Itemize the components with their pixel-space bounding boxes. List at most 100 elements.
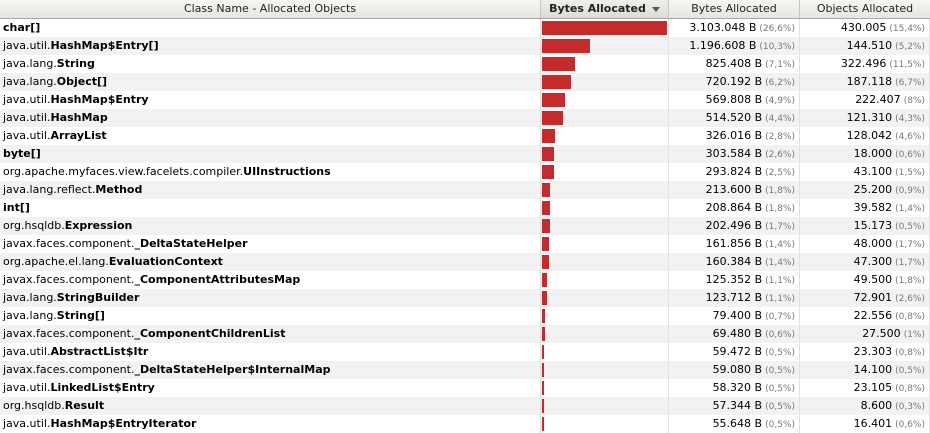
class-name: _DeltaStateHelper$InternalMap (134, 363, 331, 376)
table-row[interactable]: java.lang.String[] 79.400 B (0,7%) 22.556 (0… (0, 307, 930, 325)
objects-value: 8.600 (860, 399, 893, 412)
objects-percent: (8%) (903, 96, 925, 106)
class-name: _ComponentChildrenList (134, 327, 286, 340)
table-row[interactable]: javax.faces.component._ComponentAttribut… (0, 271, 930, 289)
class-name-cell: java.lang.reflect.Method (0, 181, 541, 199)
objects-percent: (4,6%) (895, 132, 925, 142)
class-name: byte[] (3, 147, 41, 160)
bytes-value: 123.712 B (705, 291, 763, 304)
class-name-cell: java.lang.Object[] (0, 73, 541, 91)
bytes-bar (542, 183, 550, 197)
objects-allocated-cell: 128.042 (4,6%) (800, 127, 930, 145)
table-row[interactable]: java.util.HashMap$Entry[] 1.196.608 B (10,… (0, 37, 930, 55)
bytes-allocated-cell: 569.808 B (4,9%) (669, 91, 800, 109)
table-row[interactable]: java.lang.reflect.Method 213.600 B (1,8%) 2… (0, 181, 930, 199)
table-row[interactable]: org.hsqldb.Result 57.344 B (0,5%) 8.600 (0,3… (0, 397, 930, 415)
objects-percent: (1,4%) (895, 204, 925, 214)
class-name-cell: java.util.AbstractList$Itr (0, 343, 541, 361)
bytes-percent: (1,8%) (765, 186, 795, 196)
bytes-percent: (4,9%) (765, 96, 795, 106)
bytes-allocated-cell: 123.712 B (1,1%) (669, 289, 800, 307)
bytes-allocated-cell: 326.016 B (2,8%) (669, 127, 800, 145)
table-row[interactable]: javax.faces.component._ComponentChildren… (0, 325, 930, 343)
bytes-bar (542, 345, 544, 359)
bytes-allocated-cell: 160.384 B (1,4%) (669, 253, 800, 271)
class-name: _ComponentAttributesMap (134, 273, 301, 286)
objects-allocated-cell: 49.500 (1,8%) (800, 271, 930, 289)
bytes-value: 161.856 B (705, 237, 763, 250)
package-name: org.hsqldb. (3, 399, 65, 412)
table-row[interactable]: byte[] 303.584 B (2,6%) 18.000 (0,6%) (0, 145, 930, 163)
table-row[interactable]: int[] 208.864 B (1,8%) 39.582 (1,4%) (0, 199, 930, 217)
bytes-bar-cell (541, 73, 669, 91)
table-row[interactable]: java.lang.StringBuilder 123.712 B (1,1%) 72… (0, 289, 930, 307)
bytes-allocated-cell: 125.352 B (1,1%) (669, 271, 800, 289)
table-row[interactable]: org.hsqldb.Expression 202.496 B (1,7%) 15.1… (0, 217, 930, 235)
bytes-allocated-cell: 293.824 B (2,5%) (669, 163, 800, 181)
table-row[interactable]: java.util.AbstractList$Itr 59.472 B (0,5%)… (0, 343, 930, 361)
bytes-bar (542, 165, 554, 179)
bytes-value: 293.824 B (705, 165, 763, 178)
table-row[interactable]: javax.faces.component._DeltaStateHelper$… (0, 361, 930, 379)
bytes-allocated-cell: 79.400 B (0,7%) (669, 307, 800, 325)
package-name: javax.faces.component. (3, 363, 135, 376)
table-row[interactable]: java.util.LinkedList$Entry 58.320 B (0,5%)… (0, 379, 930, 397)
objects-value: 23.105 (853, 381, 893, 394)
bytes-bar-cell (541, 19, 669, 37)
column-header-class-name[interactable]: Class Name - Allocated Objects (0, 0, 541, 18)
column-header-bytes-bar[interactable]: Bytes Allocated (541, 0, 669, 18)
objects-allocated-cell: 22.556 (0,8%) (800, 307, 930, 325)
bytes-percent: (1,4%) (765, 240, 795, 250)
bytes-allocated-cell: 208.864 B (1,8%) (669, 199, 800, 217)
class-name: char[] (3, 21, 41, 34)
table-row[interactable]: java.util.HashMap 514.520 B (4,4%) 121.310(… (0, 109, 930, 127)
bytes-value: 79.400 B (712, 309, 763, 322)
objects-percent: (0,8%) (895, 312, 925, 322)
class-name: HashMap$Entry[] (50, 39, 159, 52)
objects-allocated-cell: 144.510 (5,2%) (800, 37, 930, 55)
objects-value: 430.005 (840, 21, 887, 34)
objects-percent: (0,8%) (895, 384, 925, 394)
bytes-allocated-cell: 1.196.608 B (10,3%) (669, 37, 800, 55)
bytes-percent: (2,6%) (765, 150, 795, 160)
package-name: java.lang. (3, 309, 57, 322)
bytes-bar-cell (541, 145, 669, 163)
bytes-bar-cell (541, 199, 669, 217)
package-name: java.lang. (3, 291, 57, 304)
column-header-objects-allocated[interactable]: Objects Allocated (800, 0, 930, 18)
column-header-bytes-allocated[interactable]: Bytes Allocated (669, 0, 800, 18)
bytes-bar (542, 39, 590, 53)
class-name-cell: javax.faces.component._DeltaStateHelper (0, 235, 541, 253)
table-row[interactable]: org.apache.el.lang.EvaluationContext 160.… (0, 253, 930, 271)
bytes-percent: (2,5%) (765, 168, 795, 178)
package-name: java.util. (3, 129, 51, 142)
bytes-value: 125.352 B (705, 273, 763, 286)
table-row[interactable]: org.apache.myfaces.view.facelets.compile… (0, 163, 930, 181)
objects-value: 25.200 (853, 183, 893, 196)
bytes-bar (542, 21, 667, 35)
objects-allocated-cell: 187.118 (6,7%) (800, 73, 930, 91)
class-name-cell: java.util.HashMap$EntryIterator (0, 415, 541, 433)
objects-percent: (0,5%) (895, 222, 925, 232)
package-name: org.apache.el.lang. (3, 255, 109, 268)
table-row[interactable]: java.util.ArrayList 326.016 B (2,8%) 128.04… (0, 127, 930, 145)
table-row[interactable]: char[] 3.103.048 B (26,6%) 430.005 (15,4%) (0, 19, 930, 37)
bytes-bar-cell (541, 163, 669, 181)
bytes-bar (542, 381, 544, 395)
table-row[interactable]: java.lang.String 825.408 B (7,1%) 322.496 (1… (0, 55, 930, 73)
table-row[interactable]: javax.faces.component._DeltaStateHelper 1… (0, 235, 930, 253)
package-name: java.util. (3, 345, 51, 358)
class-name-cell: javax.faces.component._ComponentAttribut… (0, 271, 541, 289)
table-header: Class Name - Allocated Objects Bytes All… (0, 0, 930, 19)
column-header-class-name-label: Class Name - Allocated Objects (183, 2, 357, 15)
bytes-bar-cell (541, 325, 669, 343)
sort-descending-icon (651, 6, 660, 12)
bytes-value: 202.496 B (705, 219, 763, 232)
table-row[interactable]: java.lang.Object[] 720.192 B (6,2%) 187.118… (0, 73, 930, 91)
table-row[interactable]: java.util.HashMap$EntryIterator 55.648 B(… (0, 415, 930, 433)
table-row[interactable]: java.util.HashMap$Entry 569.808 B (4,9%) 22… (0, 91, 930, 109)
class-name-cell: java.lang.String (0, 55, 541, 73)
package-name: javax.faces.component. (3, 327, 135, 340)
bytes-value: 213.600 B (705, 183, 763, 196)
